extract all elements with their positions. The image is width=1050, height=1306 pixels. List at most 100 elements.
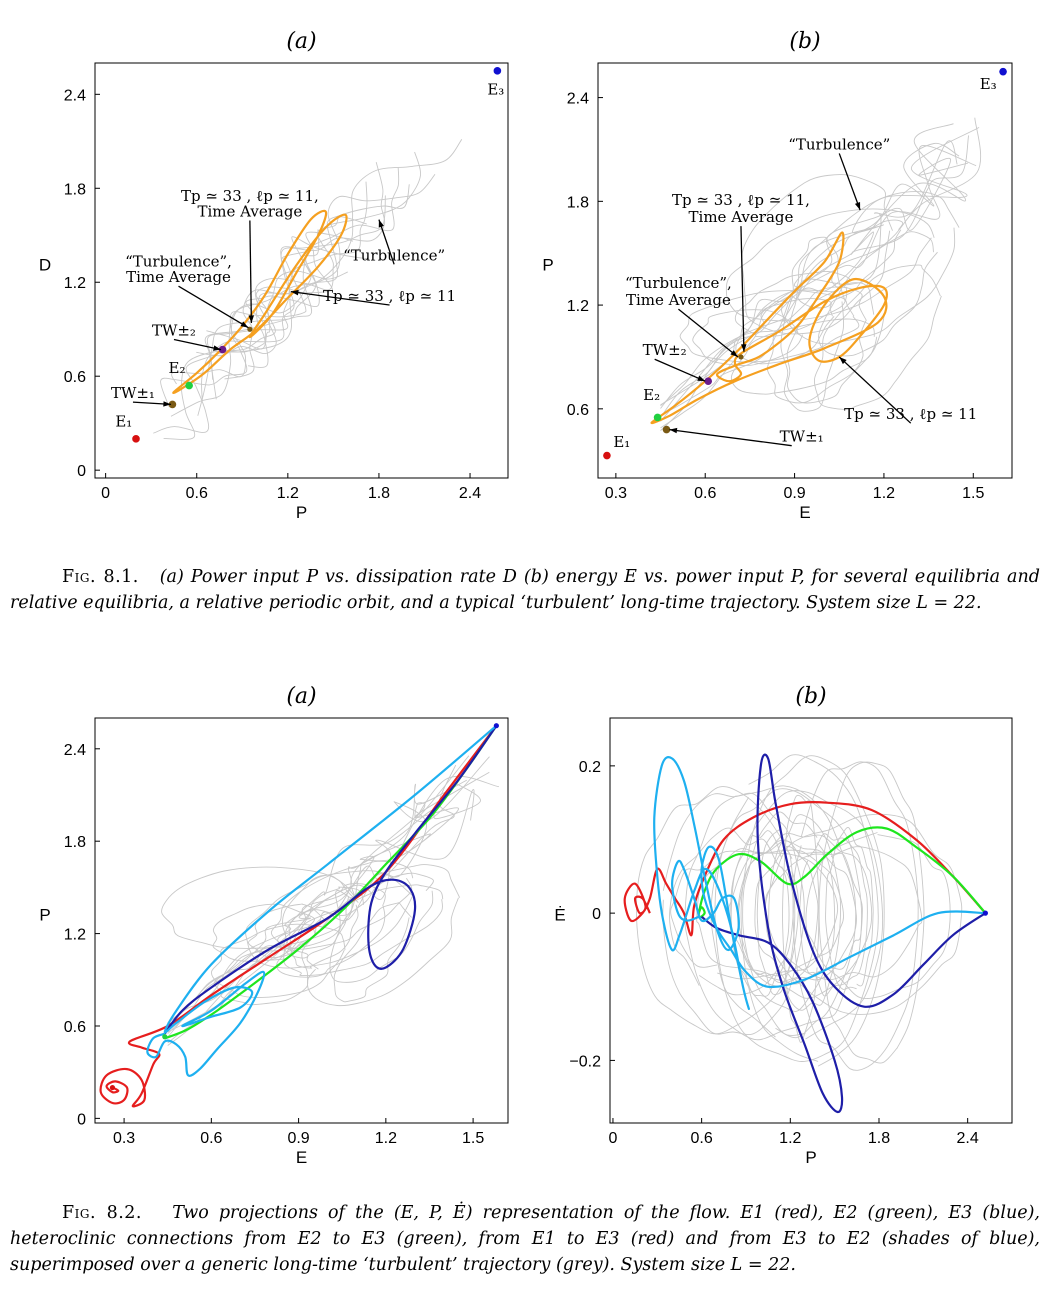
- y-tick-label: 1.2: [64, 927, 86, 944]
- annotation-arrow: [178, 285, 249, 329]
- curve-E1-to-E3: [99, 725, 498, 1108]
- y-tick-label: 0.2: [579, 759, 601, 776]
- arrow-head: [730, 350, 738, 357]
- arrow-head: [240, 321, 249, 328]
- annotation-label: Tp ≃ 33 , ℓp ≃ 11: [844, 405, 977, 423]
- turbulent-trajectory: [160, 229, 320, 408]
- turbulent-trajectory: [245, 870, 414, 969]
- turbulent-trajectory: [670, 850, 839, 980]
- figure-8-2-text: Two projections of the (E, P, Ė) represe…: [10, 1203, 1040, 1275]
- arrow-head: [248, 315, 255, 323]
- y-axis-label: P: [39, 906, 50, 925]
- point-E₁: [109, 1084, 116, 1091]
- annotation-label: E₂: [169, 359, 186, 377]
- annotation-label: E₁: [115, 412, 132, 430]
- y-tick-label: 1.8: [64, 181, 86, 198]
- x-axis-label: E: [296, 1148, 307, 1167]
- x-tick-label: 0.3: [605, 485, 627, 502]
- annotation-label: Tp ≃ 33 , ℓp ≃ 11,: [181, 187, 319, 205]
- turbulent-trajectory: [714, 754, 879, 1062]
- point-TW±₁: [168, 400, 177, 409]
- x-tick-label: 1.2: [779, 1130, 801, 1147]
- y-tick-label: 0.6: [64, 369, 86, 386]
- y-tick-label: 0: [77, 1111, 86, 1128]
- turbulent-trajectory: [818, 231, 938, 357]
- turbulent-trajectory: [684, 785, 857, 1041]
- point-TW±₁: [662, 425, 671, 434]
- x-tick-label: 0: [101, 485, 110, 502]
- x-axis-label: P: [296, 503, 307, 522]
- point-E₃: [493, 723, 499, 729]
- turbulent-trajectory: [818, 761, 925, 1064]
- x-axis-label: E: [799, 503, 810, 522]
- chart-title: (a): [286, 29, 316, 54]
- annotation-label: TW±₂: [152, 321, 196, 339]
- x-tick-label: 2.4: [957, 1130, 979, 1147]
- x-tick-label: 1.8: [868, 1130, 890, 1147]
- turbulent-trajectory: [740, 755, 885, 1067]
- turbulent-trajectory: [167, 789, 475, 1035]
- x-axis-label: P: [805, 1148, 816, 1167]
- arrow-head: [741, 344, 747, 352]
- turbulent-trajectory: [696, 848, 844, 977]
- turbulent-trajectory: [290, 886, 364, 969]
- annotation-arrow: [838, 356, 912, 424]
- turbulent-trajectory: [247, 903, 325, 959]
- curve-E3-to-E2-b: [653, 756, 986, 1010]
- turbulent-trajectory: [660, 157, 969, 432]
- turbulent-trajectory: [201, 161, 386, 402]
- annotation-label: TW±₁: [780, 428, 824, 446]
- plot-area: [623, 753, 987, 1114]
- turbulent-trajectory: [333, 902, 412, 1003]
- figure-8-1-caption: Fig. 8.1. (a) Power input P vs. dissipat…: [10, 564, 1040, 616]
- x-tick-label: 1.5: [462, 1130, 484, 1147]
- turbulent-trajectory: [813, 264, 942, 410]
- turbulent-trajectory: [792, 761, 919, 1071]
- point-TW±₂: [704, 377, 713, 385]
- point-E₂: [162, 1034, 168, 1040]
- annotation-label: Tp ≃ 33 , ℓp ≃ 11: [323, 287, 456, 305]
- y-tick-label: 1.8: [64, 834, 86, 851]
- arrow-head: [163, 401, 171, 407]
- turbulent-trajectory: [163, 195, 386, 440]
- x-tick-label: 0.6: [200, 1130, 222, 1147]
- annotation-arrow: [249, 220, 253, 323]
- x-tick-label: 1.5: [962, 485, 984, 502]
- y-tick-label: −0.2: [569, 1053, 601, 1070]
- annotation-label: TW±₁: [111, 384, 155, 402]
- annotation-label: “Turbulence”,: [125, 253, 232, 271]
- turbulent-trajectory: [805, 832, 951, 999]
- curve-rpo-orbit: [650, 231, 888, 425]
- turbulent-trajectory: [735, 298, 835, 365]
- turbulent-trajectory: [218, 236, 369, 353]
- annotation-label: Time Average: [197, 202, 302, 220]
- annotation-arrow: [740, 226, 745, 352]
- turbulent-trajectory: [660, 127, 980, 416]
- turbulent-trajectory: [660, 140, 958, 407]
- y-axis-label: D: [39, 256, 51, 275]
- curve-E2-to-E3: [697, 826, 987, 919]
- annotation-label: “Turbulence”,: [625, 274, 732, 292]
- annotation-arrow: [838, 153, 861, 211]
- turbulent-trajectory: [725, 208, 935, 322]
- x-tick-label: 0.6: [691, 1130, 713, 1147]
- y-tick-label: 2.4: [64, 742, 86, 759]
- annotation-label: Time Average: [626, 291, 731, 309]
- y-tick-label: 1.8: [567, 194, 589, 211]
- chart-title: (b): [795, 684, 826, 709]
- turbulent-trajectory: [782, 794, 820, 1043]
- turbulent-trajectory: [167, 771, 490, 1046]
- point-E₃: [999, 67, 1007, 76]
- turbulent-trajectory: [742, 811, 836, 1012]
- annotation-label: E₃: [487, 80, 504, 98]
- turbulent-trajectory: [799, 833, 868, 997]
- y-tick-label: 1.2: [64, 275, 86, 292]
- y-tick-label: 0: [592, 906, 601, 923]
- annotation-label: Time Average: [126, 268, 231, 286]
- annotation-label: Time Average: [689, 208, 794, 226]
- turbulent-trajectory: [161, 866, 359, 949]
- turbulent-trajectory: [270, 860, 414, 950]
- x-tick-label: 0.9: [783, 485, 805, 502]
- annotation-label: TW±₂: [643, 341, 687, 359]
